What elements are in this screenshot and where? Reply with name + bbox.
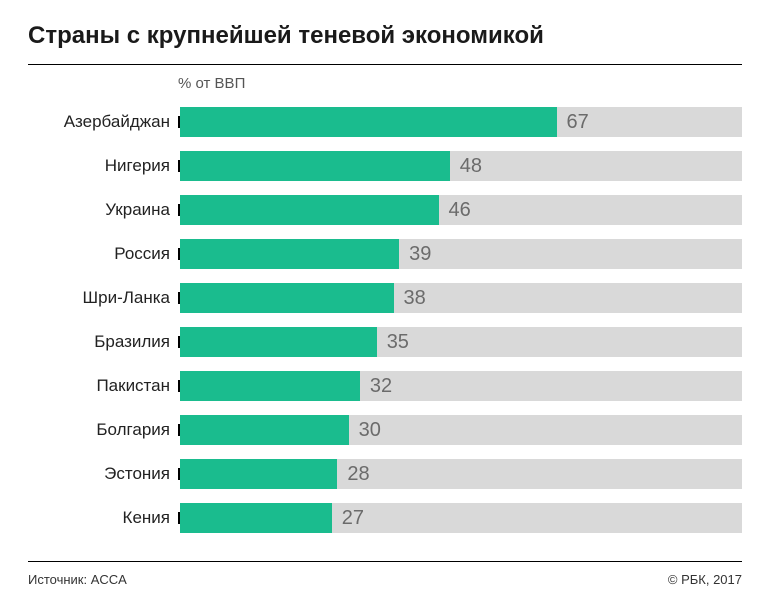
value-bar: [180, 371, 360, 401]
chart-row: Азербайджан 67: [28, 100, 742, 144]
chart-row: Болгария 30: [28, 408, 742, 452]
value-bar: [180, 459, 337, 489]
track-with-value: 46: [439, 195, 742, 225]
row-label: Азербайджан: [28, 112, 178, 132]
row-label: Нигерия: [28, 156, 178, 176]
track-with-value: 30: [349, 415, 742, 445]
chart-row: Нигерия 48: [28, 144, 742, 188]
value-bar: [180, 239, 399, 269]
value-bar: [180, 107, 557, 137]
bar-zone: 27: [180, 503, 742, 533]
row-label: Болгария: [28, 420, 178, 440]
value-bar: [180, 283, 394, 313]
chart-footer: Источник: ACCA © РБК, 2017: [28, 561, 742, 587]
chart-row: Пакистан 32: [28, 364, 742, 408]
track-with-value: 27: [332, 503, 742, 533]
bar-zone: 35: [180, 327, 742, 357]
row-label: Пакистан: [28, 376, 178, 396]
track-with-value: 35: [377, 327, 742, 357]
value-bar: [180, 327, 377, 357]
bar-zone: 32: [180, 371, 742, 401]
chart-row: Кения 27: [28, 496, 742, 540]
chart-row: Бразилия 35: [28, 320, 742, 364]
track-with-value: 38: [394, 283, 742, 313]
row-label: Эстония: [28, 464, 178, 484]
bar-zone: 46: [180, 195, 742, 225]
value-bar: [180, 415, 349, 445]
row-label: Россия: [28, 244, 178, 264]
chart-row: Шри-Ланка 38: [28, 276, 742, 320]
track-with-value: 32: [360, 371, 742, 401]
bar-zone: 30: [180, 415, 742, 445]
bar-zone: 39: [180, 239, 742, 269]
bar-zone: 67: [180, 107, 742, 137]
value-bar: [180, 195, 439, 225]
chart-row: Россия 39: [28, 232, 742, 276]
bar-zone: 48: [180, 151, 742, 181]
row-label: Шри-Ланка: [28, 288, 178, 308]
chart-title: Страны с крупнейшей теневой экономикой: [28, 22, 742, 65]
row-label: Кения: [28, 508, 178, 528]
value-bar: [180, 503, 332, 533]
track-with-value: 48: [450, 151, 742, 181]
chart-subtitle: % от ВВП: [178, 75, 742, 92]
value-bar: [180, 151, 450, 181]
track-with-value: 28: [337, 459, 742, 489]
row-label: Бразилия: [28, 332, 178, 352]
track-with-value: 39: [399, 239, 742, 269]
copyright-text: © РБК, 2017: [668, 572, 742, 587]
chart-container: Страны с крупнейшей теневой экономикой %…: [0, 0, 770, 605]
chart-row: Украина 46: [28, 188, 742, 232]
track-with-value: 67: [557, 107, 742, 137]
row-label: Украина: [28, 200, 178, 220]
source-text: Источник: ACCA: [28, 572, 127, 587]
bar-zone: 28: [180, 459, 742, 489]
bar-zone: 38: [180, 283, 742, 313]
chart-row: Эстония 28: [28, 452, 742, 496]
bar-chart: Азербайджан 67 Нигерия 48 Украина 46 Россия 39 Ш…: [28, 100, 742, 561]
